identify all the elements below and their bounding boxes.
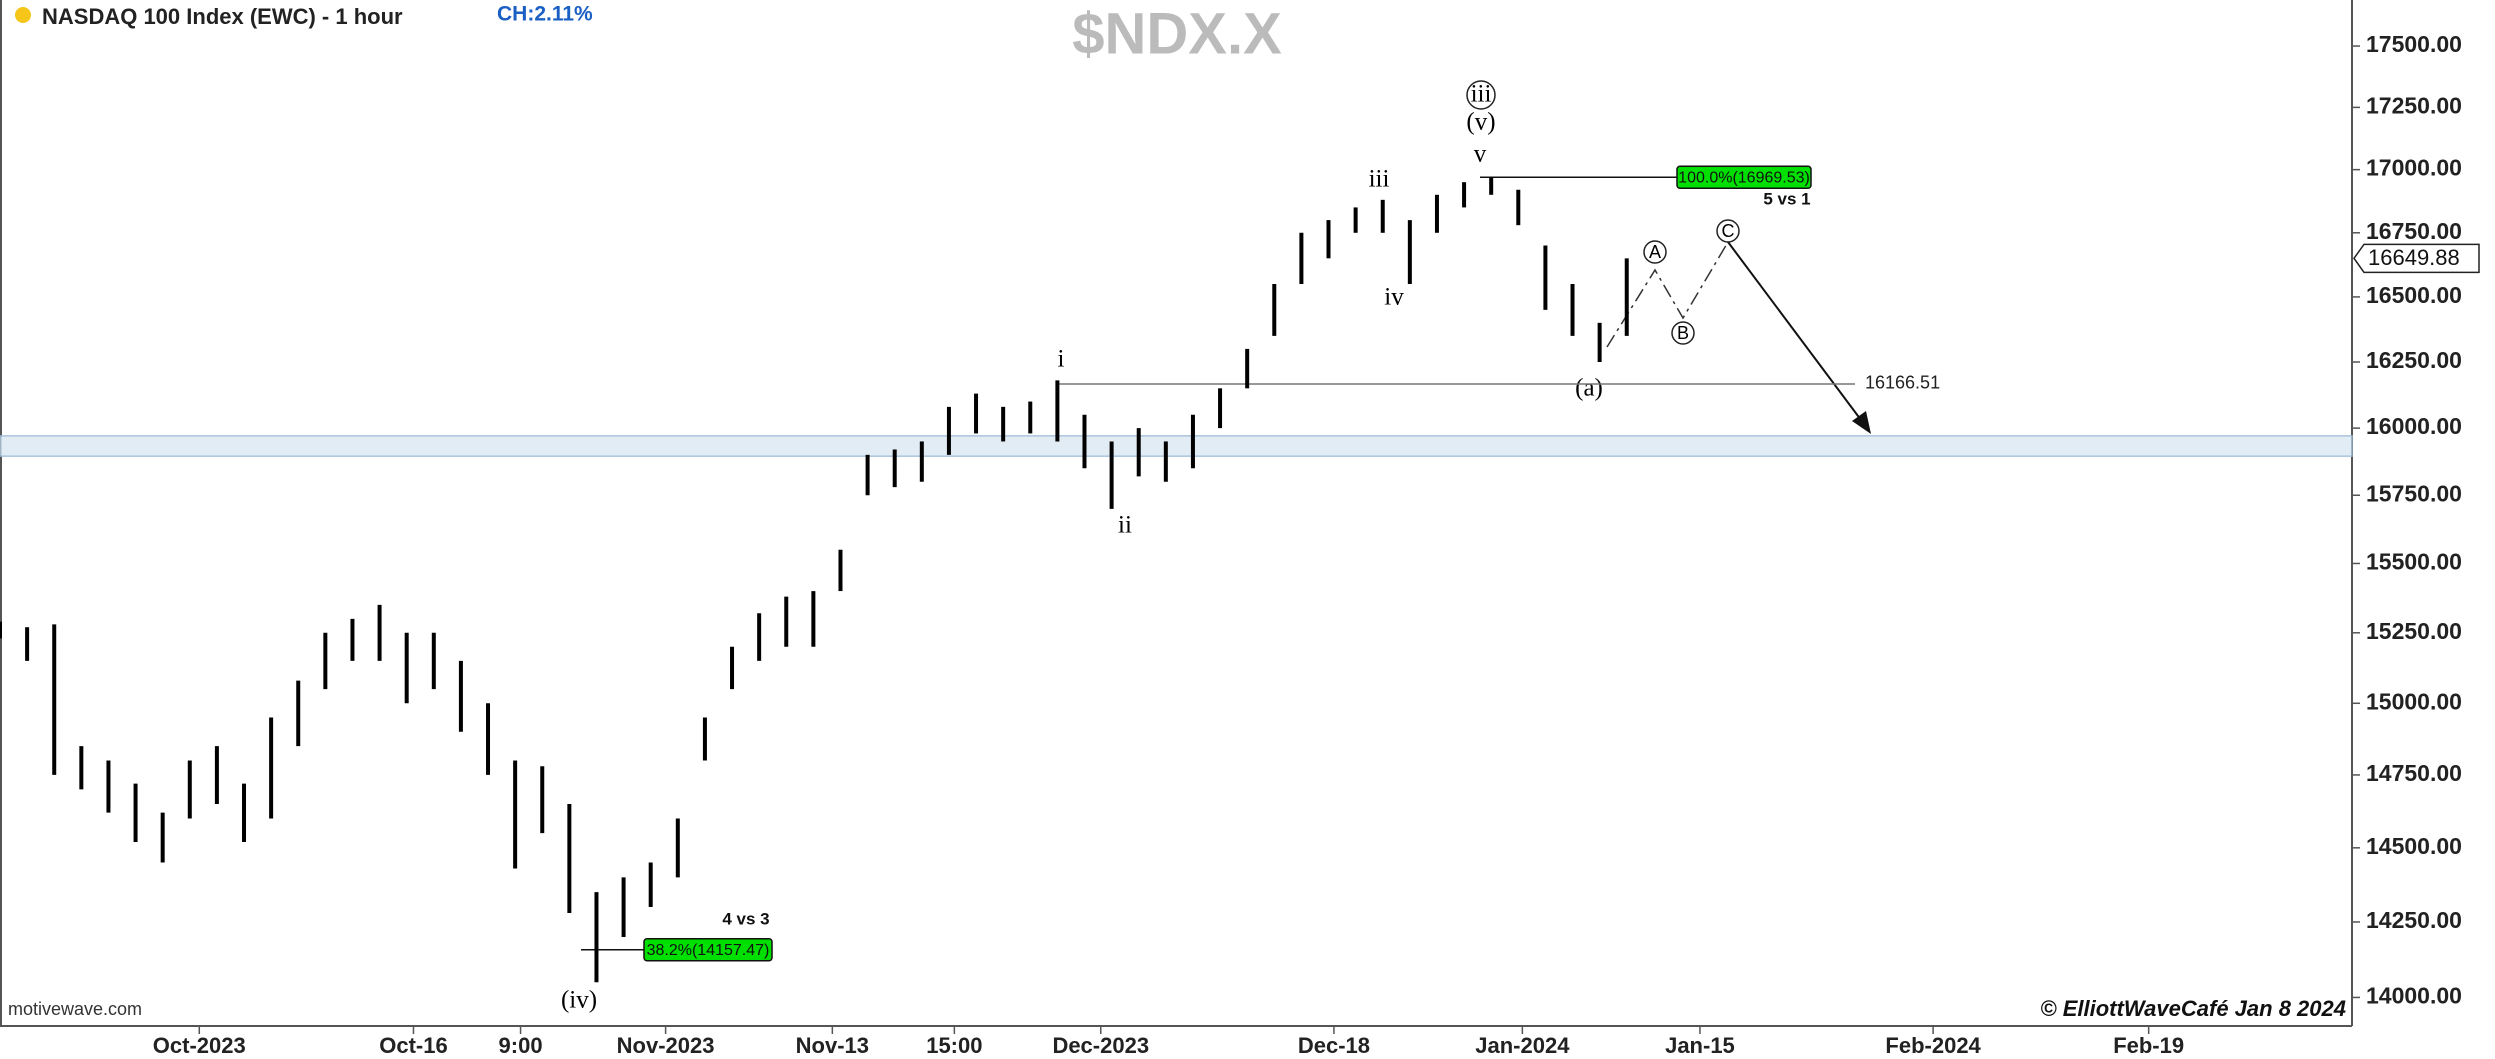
- wave-label: C: [1722, 221, 1735, 241]
- x-tick-label: 9:00: [499, 1033, 543, 1058]
- y-tick-label: 17500.00: [2366, 31, 2462, 57]
- y-tick-label: 15000.00: [2366, 688, 2462, 714]
- level-label: 100.0%(16969.53): [1678, 169, 1810, 186]
- note: 4 vs 3: [722, 909, 769, 928]
- wave-label: (a): [1575, 375, 1603, 402]
- y-tick-label: 14750.00: [2366, 760, 2462, 786]
- wave-circle: [1643, 240, 1667, 264]
- projection-path: [1606, 241, 1729, 348]
- level-label: 16166.51: [1865, 373, 1940, 393]
- wave-label: (iv): [561, 987, 597, 1014]
- x-tick-label: Jan-15: [1665, 1033, 1735, 1058]
- y-tick-label: 14000.00: [2366, 983, 2462, 1009]
- x-tick-label: Dec-2023: [1052, 1033, 1149, 1058]
- wave-label: (v): [1466, 109, 1495, 136]
- x-tick-label: Jan-2024: [1475, 1033, 1570, 1058]
- change: CH:2.11%: [497, 3, 593, 26]
- level-label: 38.2%(14157.47): [647, 942, 770, 959]
- y-tick-label: 17250.00: [2366, 92, 2462, 118]
- wave-label: i: [1058, 346, 1065, 373]
- wave-circle: [1716, 219, 1740, 243]
- x-tick-label: Dec-18: [1298, 1033, 1370, 1058]
- y-tick-label: 16000.00: [2366, 413, 2462, 439]
- y-tick-label: 15750.00: [2366, 480, 2462, 506]
- x-tick-label: Nov-13: [796, 1033, 869, 1058]
- level-box: [643, 937, 773, 962]
- x-tick-label: Oct-16: [379, 1033, 447, 1058]
- wave-circle: [1466, 80, 1496, 110]
- y-tick-label: 16750.00: [2366, 218, 2462, 244]
- zone-layer: [0, 435, 2353, 457]
- x-tick-label: Feb-2024: [1885, 1033, 1981, 1058]
- note: 5 vs 1: [1763, 189, 1810, 208]
- wave-label: iii: [1369, 166, 1390, 193]
- y-tick-label: 16250.00: [2366, 347, 2462, 373]
- x-tick-label: Nov-2023: [617, 1033, 715, 1058]
- last-price-box: [2353, 243, 2480, 274]
- projection-arrow: [1727, 241, 1865, 425]
- y-tick-label: 15250.00: [2366, 618, 2462, 644]
- arrow-head: [1852, 411, 1871, 434]
- wave-circle: [1671, 321, 1695, 345]
- x-tick-label: Feb-19: [2113, 1033, 2184, 1058]
- y-tick-label: 14500.00: [2366, 833, 2462, 859]
- support-zone: [0, 435, 2353, 457]
- wave-label: iii: [1471, 81, 1492, 108]
- y-tick-label: 16500.00: [2366, 282, 2462, 308]
- symbol: $NDX.X: [1072, 1, 1282, 66]
- wave-label: B: [1677, 323, 1689, 343]
- wave-label: v: [1474, 141, 1487, 168]
- y-tick-label: 14250.00: [2366, 907, 2462, 933]
- copyright: © ElliottWaveCafé Jan 8 2024: [2040, 996, 2346, 1021]
- wave-label: A: [1649, 242, 1661, 262]
- last-price-label: 16649.88: [2368, 245, 2460, 270]
- y-tick-label: 17000.00: [2366, 155, 2462, 181]
- x-tick-label: Oct-2023: [153, 1033, 246, 1058]
- wave-label: iv: [1384, 284, 1404, 311]
- status-dot: [15, 7, 31, 23]
- y-tick-label: 15500.00: [2366, 549, 2462, 575]
- level-box: [1676, 165, 1812, 190]
- source: motivewave.com: [8, 999, 142, 1019]
- wave-label: ii: [1118, 512, 1132, 539]
- chart-title: NASDAQ 100 Index (EWC) - 1 hour: [42, 4, 403, 29]
- x-tick-label: 15:00: [926, 1033, 982, 1058]
